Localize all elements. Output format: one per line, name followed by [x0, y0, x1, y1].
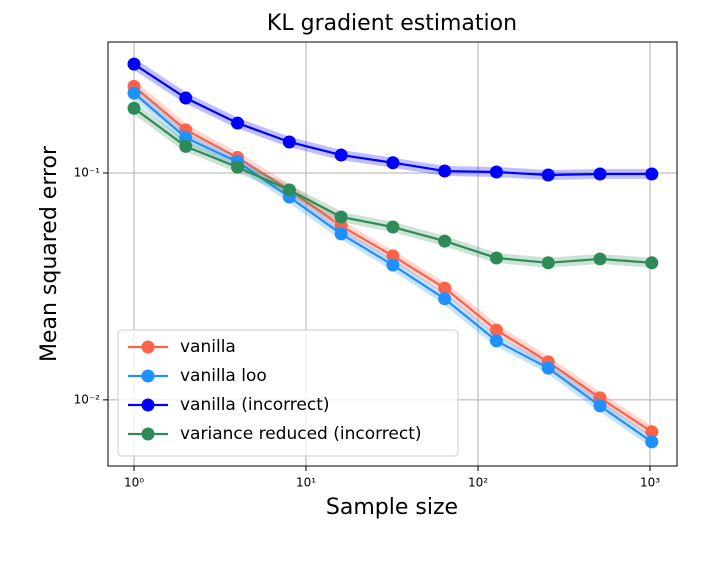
legend-box: [117, 329, 459, 457]
legend-label: variance reduced (incorrect): [180, 424, 422, 444]
data-point: [127, 86, 141, 100]
legend-marker: [141, 398, 155, 412]
legend-label: vanilla loo: [180, 366, 267, 386]
data-point: [127, 101, 141, 115]
data-point: [541, 168, 555, 182]
data-point: [231, 116, 245, 130]
data-point: [489, 165, 503, 179]
legend-marker: [141, 427, 155, 441]
data-point: [645, 167, 659, 181]
data-point: [438, 292, 452, 306]
x-axis-label: Sample size: [326, 495, 458, 520]
data-point: [179, 139, 193, 153]
data-point: [489, 251, 503, 265]
data-point: [593, 167, 607, 181]
data-point: [541, 361, 555, 375]
data-point: [386, 249, 400, 263]
data-point: [645, 256, 659, 270]
data-point: [438, 164, 452, 178]
data-point: [593, 252, 607, 266]
legend-marker: [141, 369, 155, 383]
data-point: [334, 227, 348, 241]
x-tick-label: 10¹: [296, 476, 316, 490]
legend-label: vanilla: [180, 337, 236, 357]
data-point: [438, 234, 452, 248]
y-tick-label: 10⁻²: [74, 392, 101, 406]
data-point: [127, 57, 141, 71]
data-point: [541, 256, 555, 270]
y-axis-label: Mean squared error: [37, 145, 62, 362]
data-point: [179, 91, 193, 105]
legend-marker: [141, 340, 155, 354]
data-point: [489, 323, 503, 337]
legend-label: vanilla (incorrect): [180, 395, 330, 415]
plot-frame: [107, 41, 678, 467]
data-point: [386, 156, 400, 170]
data-point: [334, 148, 348, 162]
x-tick-label: 10⁰: [124, 476, 144, 490]
legend: vanilla vanilla loo vanilla (incorrect) var…: [117, 329, 459, 457]
data-point: [645, 425, 659, 439]
data-point: [231, 160, 245, 174]
data-point: [386, 258, 400, 272]
y-tick-label: 10⁻¹: [74, 166, 101, 180]
data-point: [282, 135, 296, 149]
x-tick-label: 10²: [468, 476, 488, 490]
data-point: [282, 183, 296, 197]
data-point: [489, 334, 503, 348]
data-point: [334, 210, 348, 224]
data-point: [645, 435, 659, 449]
data-point: [386, 220, 400, 234]
data-point: [438, 281, 452, 295]
chart-title: KL gradient estimation: [267, 11, 517, 36]
x-tick-label: 10³: [640, 476, 660, 490]
data-point: [593, 399, 607, 413]
